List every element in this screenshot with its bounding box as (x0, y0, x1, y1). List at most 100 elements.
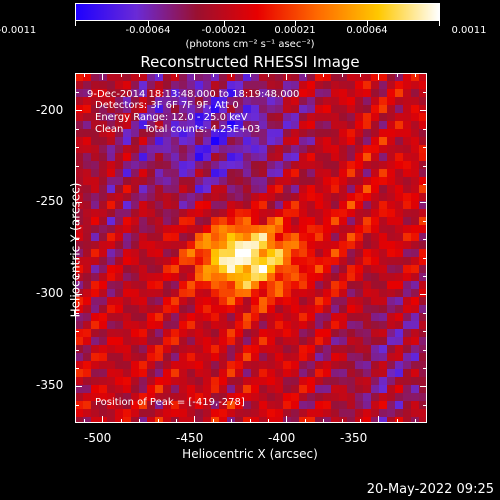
heatmap-cell (267, 129, 275, 137)
heatmap-cell (323, 105, 331, 113)
heatmap-cell (283, 105, 291, 113)
heatmap-cell (307, 81, 315, 89)
heatmap-cell (315, 297, 323, 305)
heatmap-cell (219, 121, 227, 129)
image-title: Reconstructed RHESSI Image (140, 53, 360, 71)
heatmap-cell (227, 97, 235, 105)
colorbar-tick (75, 21, 76, 26)
heatmap-cell (411, 145, 419, 153)
heatmap-cell (155, 265, 163, 273)
heatmap-cell (355, 313, 363, 321)
heatmap-cell (99, 177, 107, 185)
heatmap-cell (339, 337, 347, 345)
heatmap-cell (219, 409, 227, 417)
heatmap-cell (107, 305, 115, 313)
heatmap-cell (123, 321, 131, 329)
heatmap-cell (419, 193, 427, 201)
heatmap-cell (323, 377, 331, 385)
heatmap-cell (371, 153, 379, 161)
heatmap-cell (187, 129, 195, 137)
heatmap-cell (267, 281, 275, 289)
heatmap-cell (339, 369, 347, 377)
heatmap-cell (219, 153, 227, 161)
heatmap-cell (83, 377, 91, 385)
heatmap-cell (139, 81, 147, 89)
heatmap-cell (139, 361, 147, 369)
total-counts-label: Total counts: 4.25E+03 (144, 124, 261, 135)
heatmap-cell (91, 273, 99, 281)
axis-tick (423, 239, 427, 240)
heatmap-cell (259, 185, 267, 193)
heatmap-cell (411, 345, 419, 353)
heatmap-cell (379, 89, 387, 97)
heatmap-cell (283, 153, 291, 161)
heatmap-cell (235, 81, 243, 89)
heatmap-cell (139, 217, 147, 225)
heatmap-cell (147, 313, 155, 321)
heatmap-cell (219, 281, 227, 289)
heatmap-cell (107, 113, 115, 121)
heatmap-cell (387, 225, 395, 233)
heatmap-cell (403, 73, 411, 81)
heatmap-cell (355, 129, 363, 137)
heatmap-cell (323, 233, 331, 241)
heatmap-cell (291, 273, 299, 281)
heatmap-cell (355, 177, 363, 185)
heatmap-cell (115, 137, 123, 145)
heatmap-cell (387, 345, 395, 353)
heatmap-cell (251, 209, 259, 217)
heatmap-cell (171, 209, 179, 217)
axis-tick (423, 110, 427, 111)
heatmap-cell (219, 345, 227, 353)
heatmap-cell (355, 241, 363, 249)
heatmap-cell (195, 281, 203, 289)
heatmap-cell (307, 345, 315, 353)
heatmap-cell (179, 257, 187, 265)
heatmap-cell (379, 265, 387, 273)
heatmap-cell (259, 209, 267, 217)
heatmap-cell (155, 121, 163, 129)
heatmap-cell (139, 353, 147, 361)
heatmap-cell (123, 345, 131, 353)
heatmap-cell (123, 233, 131, 241)
heatmap-cell (331, 89, 339, 97)
heatmap-cell (187, 265, 195, 273)
heatmap-cell (219, 313, 227, 321)
heatmap-cell (123, 161, 131, 169)
heatmap-cell (283, 289, 291, 297)
heatmap-cell (251, 185, 259, 193)
heatmap-cell (179, 81, 187, 89)
heatmap-cell (195, 361, 203, 369)
heatmap-cell (419, 169, 427, 177)
heatmap-cell (195, 401, 203, 409)
heatmap-cell (219, 73, 227, 81)
heatmap-cell (387, 249, 395, 257)
heatmap-cell (187, 321, 195, 329)
heatmap-cell (211, 401, 219, 409)
heatmap-cell (147, 369, 155, 377)
heatmap-cell (251, 361, 259, 369)
heatmap-cell (107, 137, 115, 145)
heatmap-cell (99, 353, 107, 361)
heatmap-cell (355, 401, 363, 409)
heatmap-cell (259, 161, 267, 169)
heatmap-cell (379, 337, 387, 345)
heatmap-cell (123, 257, 131, 265)
heatmap-cell (363, 273, 371, 281)
heatmap-cell (419, 129, 427, 137)
heatmap-cell (243, 161, 251, 169)
heatmap-cell (203, 353, 211, 361)
heatmap-cell (155, 217, 163, 225)
heatmap-cell (171, 353, 179, 361)
heatmap-cell (347, 177, 355, 185)
axis-tick (75, 331, 79, 332)
heatmap-cell (395, 289, 403, 297)
heatmap-cell (115, 209, 123, 217)
heatmap-cell (243, 249, 251, 257)
heatmap-cell (131, 241, 139, 249)
heatmap-cell (163, 249, 171, 257)
heatmap-cell (387, 313, 395, 321)
axis-tick (323, 419, 324, 423)
heatmap-cell (75, 145, 83, 153)
heatmap-cell (107, 241, 115, 249)
